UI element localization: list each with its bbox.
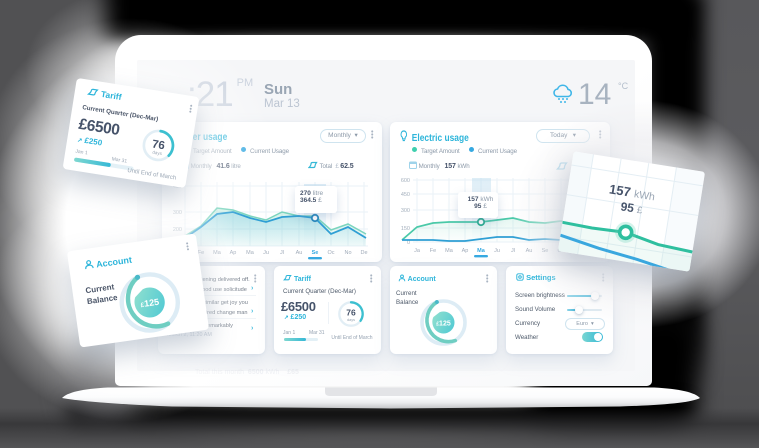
svg-text:95 £: 95 £: [620, 199, 645, 216]
svg-text:Fe: Fe: [430, 248, 436, 254]
svg-text:days: days: [152, 150, 163, 157]
svg-text:days: days: [347, 318, 355, 322]
svg-text:Ap: Ap: [462, 248, 469, 254]
svg-text:Se: Se: [312, 250, 319, 256]
svg-text:300: 300: [401, 208, 410, 214]
svg-text:£125: £125: [140, 297, 160, 309]
svg-text:450: 450: [401, 192, 410, 198]
svg-text:No: No: [344, 250, 351, 256]
svg-text:600: 600: [401, 178, 410, 184]
svg-text:Ja: Ja: [414, 248, 421, 254]
svg-text:Au: Au: [296, 250, 303, 256]
svg-text:Ma: Ma: [477, 248, 486, 254]
svg-text:Ju: Ju: [263, 250, 269, 256]
svg-text:Ju: Ju: [494, 248, 500, 254]
svg-text:Jl: Jl: [280, 250, 284, 256]
svg-text:De: De: [360, 250, 367, 256]
svg-text:0: 0: [407, 240, 410, 246]
svg-text:76: 76: [151, 139, 166, 153]
svg-text:76: 76: [346, 308, 356, 318]
svg-text:150: 150: [401, 226, 410, 232]
svg-text:Ma: Ma: [445, 248, 454, 254]
svg-text:£125: £125: [436, 321, 451, 328]
svg-text:Jl: Jl: [511, 248, 515, 254]
svg-text:Oc: Oc: [327, 250, 334, 256]
